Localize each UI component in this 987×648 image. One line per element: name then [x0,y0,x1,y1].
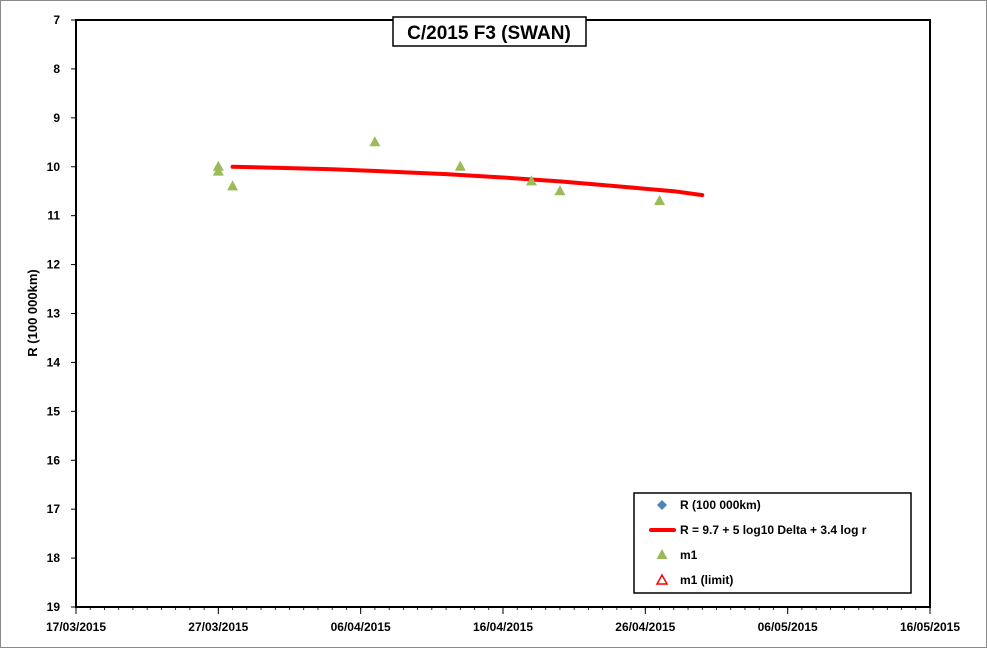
title-box [392,16,587,47]
y-tick-label: 17 [47,502,61,516]
x-tick-label: 27/03/2015 [188,620,248,634]
x-tick-label: 16/04/2015 [473,620,533,634]
y-tick-label: 7 [53,13,60,27]
series-layer [212,136,705,205]
y-axis-label: R (100 000km) [25,269,40,356]
fit-line [230,164,705,198]
x-tick-label: 26/04/2015 [615,620,675,634]
y-tick-label: 8 [53,62,60,76]
y-tick-label: 14 [47,355,61,369]
legend-diamond-marker [657,500,667,510]
legend-label: R (100 000km) [680,498,761,512]
data-point-m1 [212,165,224,176]
data-point-m1 [525,175,537,186]
y-tick-label: 9 [53,111,60,125]
y-tick-label: 11 [47,209,60,223]
data-point-m1 [227,180,239,191]
y-tick-label: 13 [47,307,61,321]
legend-open-triangle-marker [655,573,669,585]
y-tick-label: 16 [47,453,61,467]
y-tick-label: 15 [47,404,61,418]
x-tick-label: 17/03/2015 [46,620,106,634]
legend-label: m1 [680,548,698,562]
data-point-m1 [654,194,666,205]
y-tick-label: 18 [47,551,61,565]
x-axis: 17/03/2015 27/03/2015 06/04/2015 16/04/2015… [46,607,960,634]
y-axis: 7 8 9 10 11 12 13 14 15 16 17 18 19 [47,13,76,614]
x-tick-label: 06/04/2015 [331,620,391,634]
x-tick-label: 16/05/2015 [900,620,960,634]
legend-box [633,492,912,594]
data-point-m1 [369,136,381,147]
y-tick-label: 12 [47,258,61,272]
chart-title: C/2015 F3 (SWAN) [407,23,571,44]
legend-triangle-marker [656,549,668,559]
legend: R (100 000km) R = 9.7 + 5 log10 Delta + 3… [633,492,912,594]
y-tick-label: 10 [47,160,61,174]
data-point-m1 [554,185,566,196]
x-tick-label: 06/05/2015 [758,620,818,634]
legend-label: R = 9.7 + 5 log10 Delta + 3.4 log r [680,523,867,537]
data-point-m1 [454,160,466,171]
y-tick-label: 19 [47,600,61,614]
legend-label: m1 (limit) [680,573,733,587]
